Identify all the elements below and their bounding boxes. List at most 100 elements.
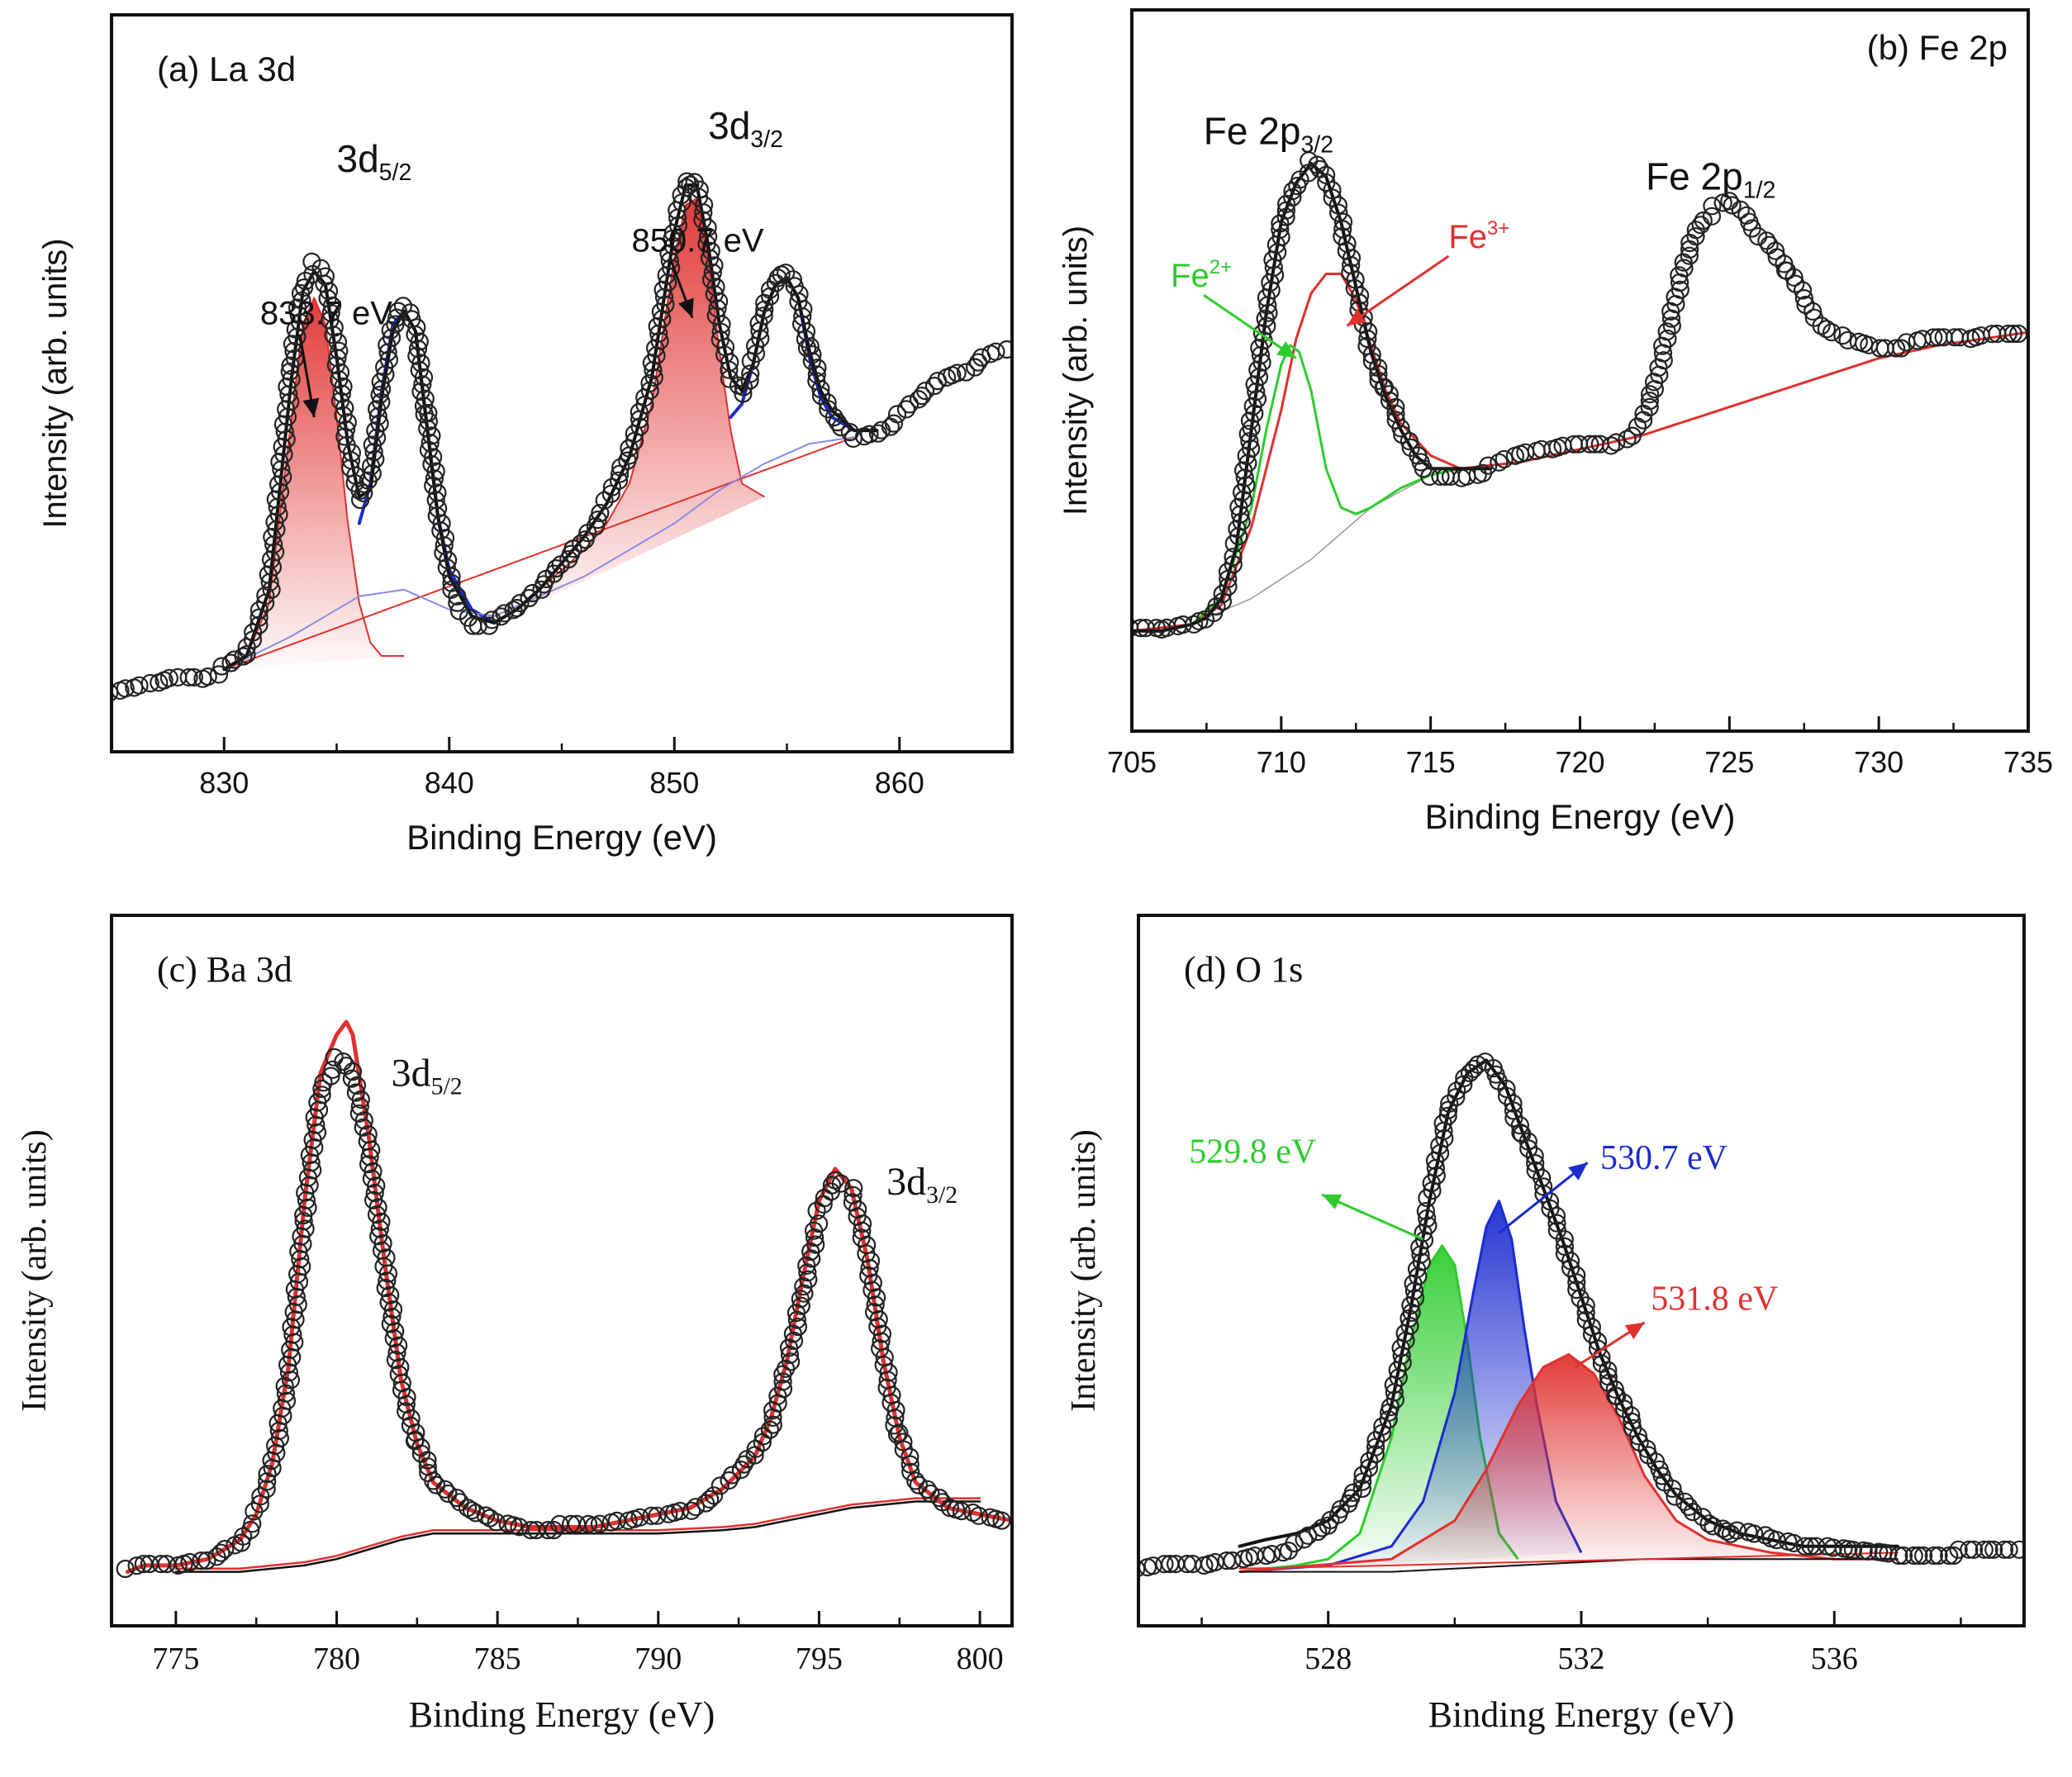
data-point [334, 377, 353, 397]
data-point [411, 354, 430, 373]
data-point [303, 1161, 322, 1180]
background-line-c-3 [174, 1497, 981, 1570]
data-point [992, 1511, 1011, 1530]
data-point [894, 1433, 913, 1452]
data-point [986, 342, 1005, 361]
x-tick-label-d: 532 [1558, 1642, 1605, 1676]
annotation-text: 833.7 eV [260, 296, 392, 332]
data-point [373, 1233, 392, 1253]
data-point [337, 1057, 356, 1076]
data-point [1352, 1479, 1371, 1499]
data-point [1358, 322, 1378, 341]
y-axis-label-d: Intensity (arb. units) [1065, 1129, 1103, 1412]
data-point [1723, 196, 1742, 215]
background-line-d-6 [1238, 1551, 1899, 1570]
data-point [296, 1219, 315, 1238]
data-point [448, 593, 467, 612]
data-point [1817, 320, 1836, 339]
data-point [710, 1476, 729, 1495]
data-point [504, 601, 523, 620]
background-line-a-7 [223, 436, 856, 671]
data-point [1680, 246, 1699, 265]
data-point [476, 1506, 496, 1525]
data-point [116, 1559, 135, 1579]
data-point [1843, 1540, 1863, 1560]
data-point [435, 529, 455, 548]
data-point [378, 1264, 397, 1283]
x-tick-label-a: 840 [425, 766, 474, 800]
peak-label-sub: 1/2 [1743, 177, 1776, 203]
data-point [1323, 181, 1342, 200]
data-point [781, 1352, 801, 1371]
data-point [366, 449, 385, 468]
data-point [256, 586, 275, 606]
data-point [1984, 1540, 2003, 1559]
data-point [886, 1400, 905, 1420]
annotation-d-2: 531.8 eV [1574, 1280, 1778, 1369]
data-point [1262, 1544, 1281, 1564]
data-point [1601, 436, 1621, 455]
data-point [338, 413, 357, 432]
data-point [773, 1379, 793, 1399]
data-point [1369, 359, 1388, 378]
data-point [1670, 280, 1689, 299]
data-point [901, 1455, 920, 1474]
data-point [1580, 435, 1599, 454]
data-point [1350, 286, 1370, 305]
data-point [1803, 302, 1823, 321]
fit-component-fill-a-2 [224, 297, 405, 670]
data-point [302, 252, 321, 271]
data-point [1343, 1483, 1362, 1503]
plot-area-d [1138, 1052, 2024, 1578]
data-point [760, 1420, 780, 1439]
data-point [1637, 1439, 1656, 1458]
data-point [1431, 467, 1450, 487]
data-point [282, 369, 301, 389]
data-point [703, 263, 722, 283]
peak-label-b: Fe 2p1/2 [1646, 154, 1775, 203]
data-point [1400, 431, 1419, 451]
data-point [968, 353, 988, 372]
data-point [416, 389, 435, 408]
data-point [1233, 490, 1252, 510]
data-point [321, 1067, 340, 1086]
data-point [915, 382, 935, 401]
data-point [1628, 1427, 1648, 1446]
data-point [372, 1212, 391, 1232]
data-point [368, 428, 387, 447]
data-point [1228, 526, 1248, 546]
data-point [1914, 1546, 1933, 1566]
data-point [2010, 1540, 2024, 1559]
x-tick-label-a: 860 [875, 766, 924, 800]
data-point [1894, 1546, 1913, 1566]
data-point [607, 1511, 626, 1531]
data-point [272, 460, 291, 479]
data-point [1342, 249, 1362, 268]
data-point [887, 405, 907, 424]
data-point [1454, 1075, 1473, 1094]
data-point [709, 292, 729, 311]
data-point [831, 1174, 850, 1193]
data-point [1333, 212, 1353, 231]
data-point [1892, 339, 1911, 358]
data-point [1924, 1546, 1943, 1566]
data-point [334, 1052, 353, 1071]
data-point [1622, 1406, 1641, 1425]
data-point [1979, 1540, 1998, 1559]
data-point [278, 407, 297, 426]
data-point [921, 1484, 940, 1504]
data-point [1686, 227, 1705, 246]
data-point [1247, 389, 1267, 408]
data-point [410, 332, 429, 351]
data-point [347, 1076, 366, 1095]
data-point [257, 1480, 276, 1499]
data-point [307, 1123, 327, 1142]
data-point [1765, 241, 1785, 260]
annotation-arrow [1498, 1162, 1589, 1234]
data-point [802, 352, 822, 371]
data-point [794, 300, 813, 319]
data-point [901, 1462, 920, 1481]
data-point [712, 315, 731, 334]
data-point [544, 1520, 563, 1540]
data-point [335, 427, 354, 446]
